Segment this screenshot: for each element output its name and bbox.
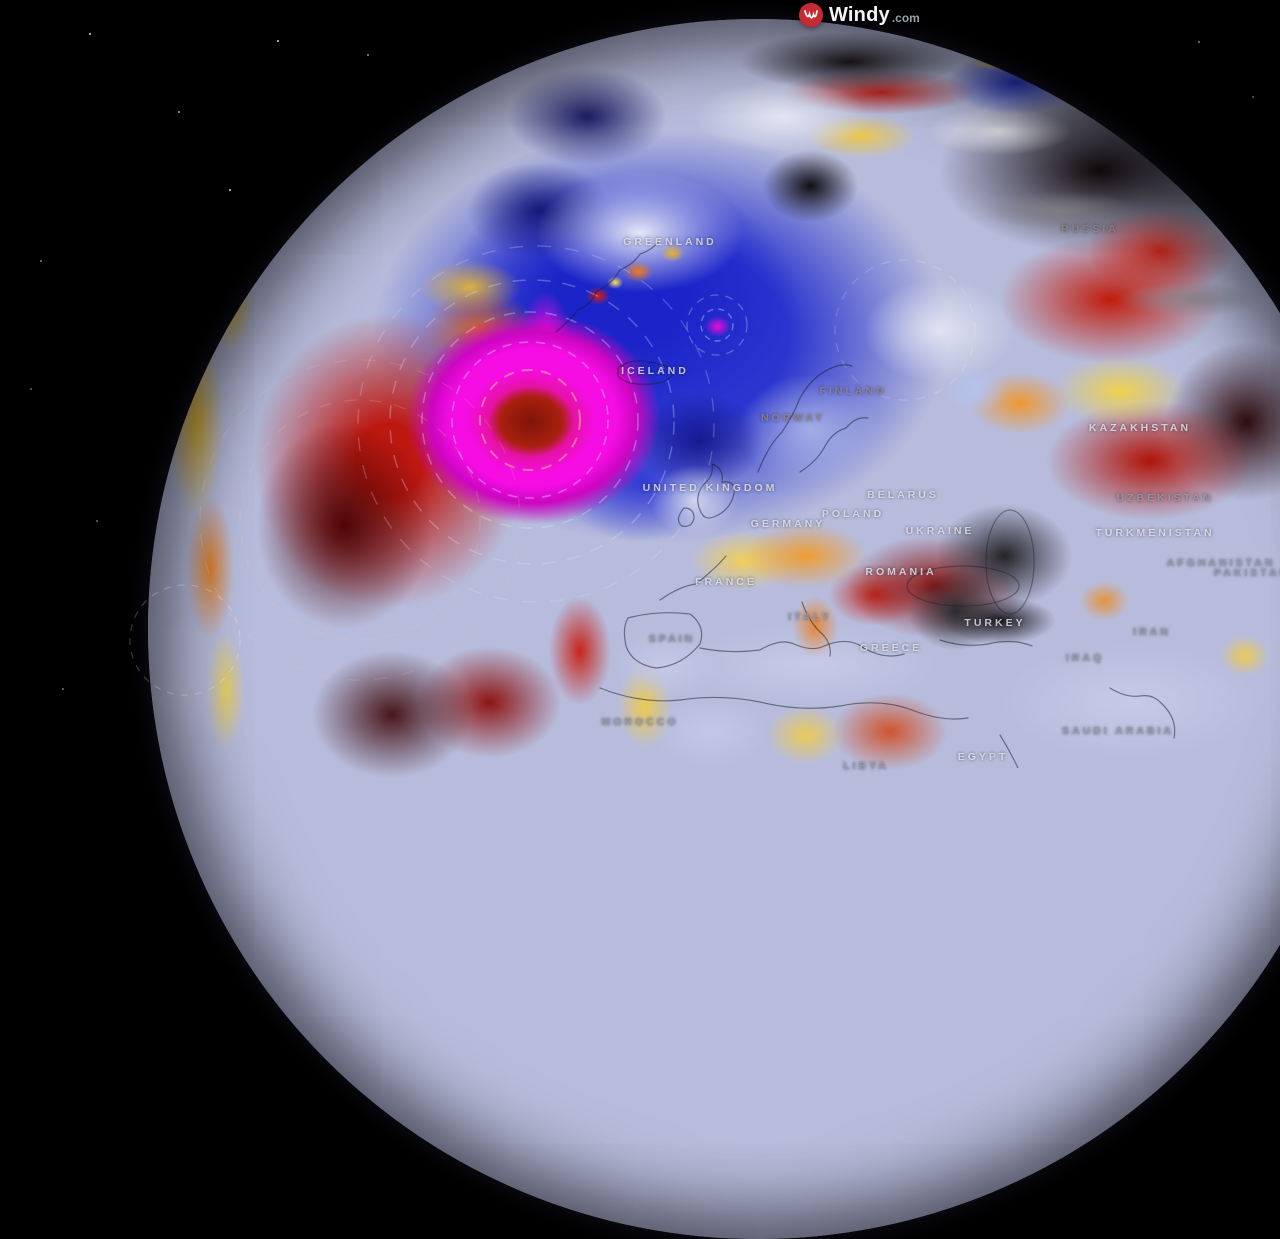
country-label-egypt: EGYPT [957,751,1009,763]
country-label-pakistan: PAKISTAN [1213,567,1280,579]
country-label-morocco: MOROCCO [601,716,679,728]
star [178,111,180,113]
country-label-greece: GREECE [859,642,923,654]
country-label-spain: SPAIN [648,633,696,645]
windy-logo[interactable]: Windy .com [799,2,920,28]
country-label-romania: ROMANIA [865,566,937,578]
star [277,40,279,42]
star [40,260,42,262]
windy-swirl-icon [799,3,823,27]
country-label-france: FRANCE [695,576,757,588]
country-label-russia: RUSSIA [1061,223,1119,235]
country-label-kazakhstan: KAZAKHSTAN [1088,422,1192,434]
country-label-germany: GERMANY [750,518,826,530]
country-label-finland: FINLAND [819,385,887,397]
country-label-turkmenistan: TURKMENISTAN [1095,527,1215,539]
country-label-italy: ITALY [788,611,832,623]
logo-brand-text: Windy [829,3,890,26]
star [62,688,64,690]
country-label-uzbekistan: UZBEKISTAN [1116,492,1214,504]
country-label-saudi-arabia: SAUDI ARABIA [1061,725,1175,737]
country-label-norway: NORWAY [760,412,826,424]
country-label-afghanistan: AFGHANISTAN [1166,557,1276,569]
logo-suffix-text: .com [891,11,920,25]
star [30,388,32,390]
country-label-turkey: TURKEY [964,617,1026,629]
country-label-ukraine: UKRAINE [905,525,975,537]
star [89,33,91,35]
star [96,520,98,522]
country-label-belarus: BELARUS [867,489,939,501]
star [1252,96,1254,98]
star [367,54,369,56]
country-label-poland: POLAND [821,508,885,520]
country-label-iraq: IRAQ [1065,652,1105,664]
star [1198,41,1200,43]
country-label-libya: LIBYA [843,760,889,772]
country-label-iran: IRAN [1133,626,1171,638]
star [229,189,231,191]
country-label-united-kingdom: UNITED KINGDOM [642,482,778,494]
country-label-iceland: ICELAND [621,365,689,377]
country-label-greenland: GREENLAND [623,236,717,248]
